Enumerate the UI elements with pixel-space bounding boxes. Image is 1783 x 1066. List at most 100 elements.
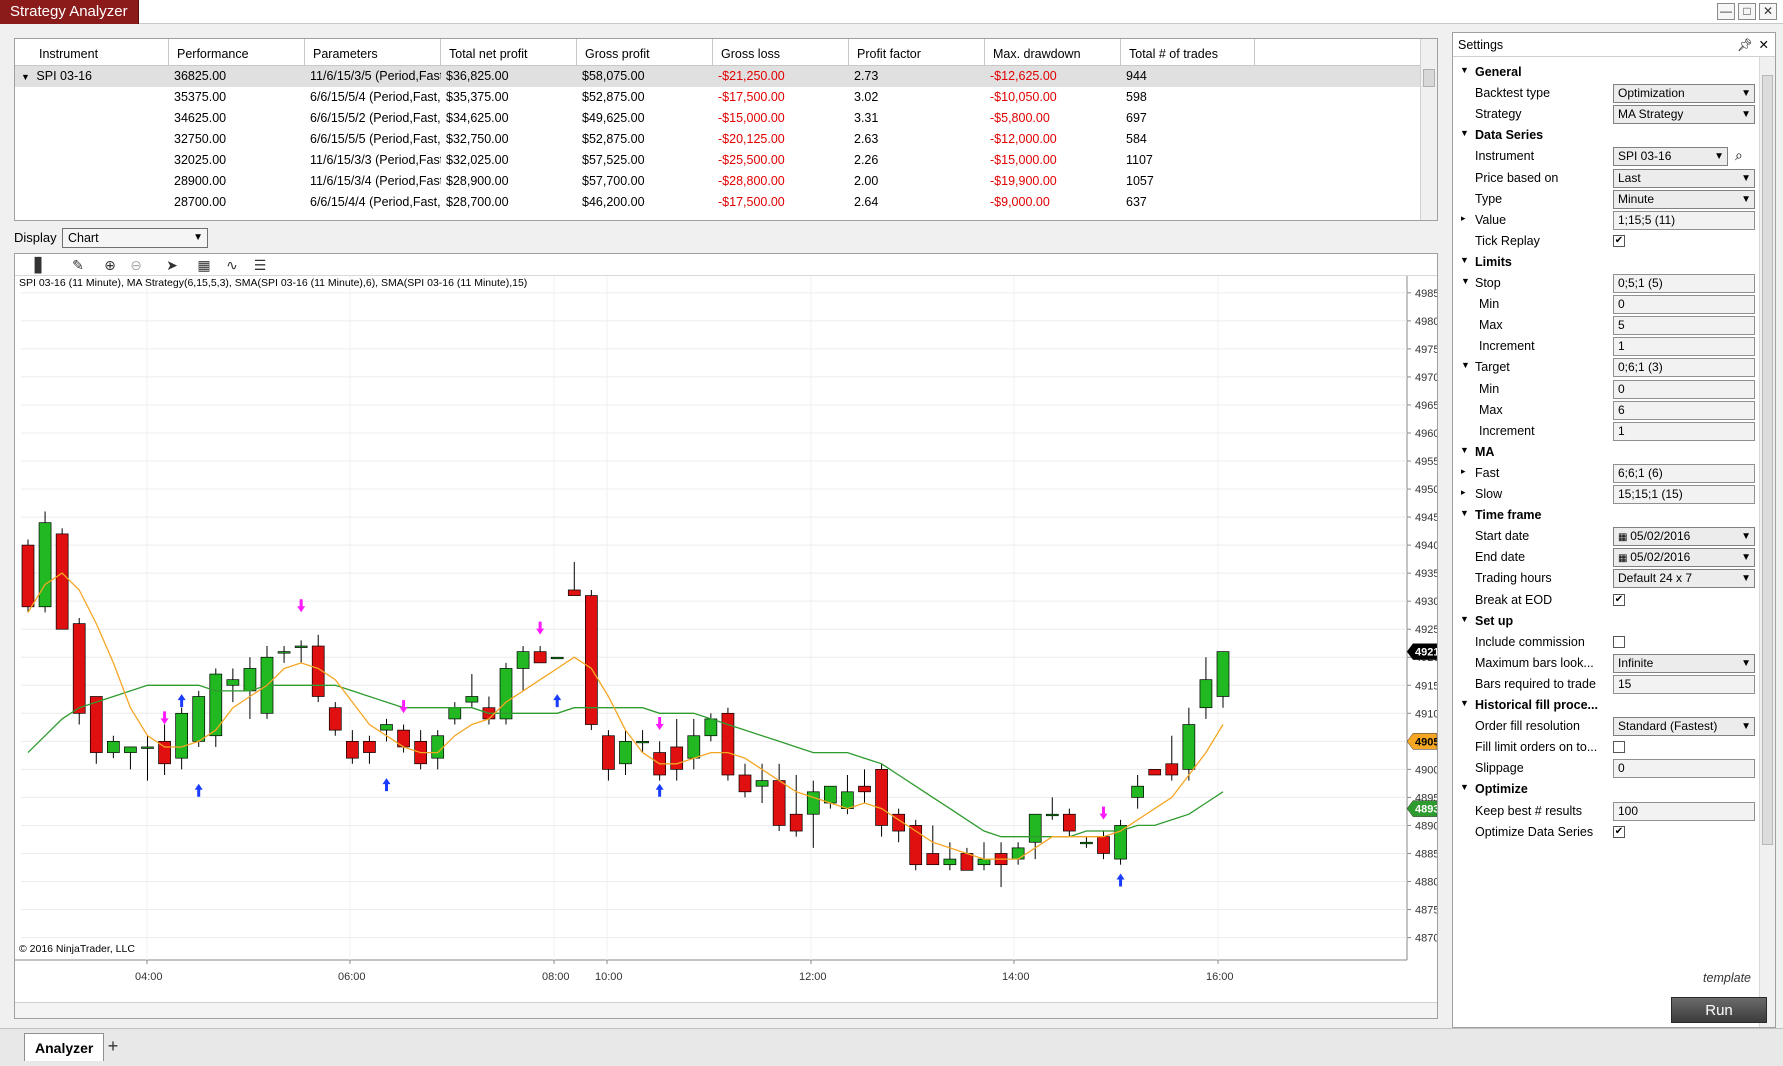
column-header[interactable]: Max. drawdown xyxy=(985,39,1121,66)
collapse-arrow-icon[interactable]: ▼ xyxy=(1460,613,1469,624)
slow-sma-marker-bg xyxy=(1406,800,1437,817)
table-row[interactable]: 34625.00 6/6/15/5/2 (Period,Fast,Slc $34,6… xyxy=(15,108,1437,129)
display-select[interactable]: Chart ▼ xyxy=(62,228,208,248)
collapse-arrow-icon[interactable]: ▼ xyxy=(1460,128,1469,139)
properties-list-icon[interactable]: ☰ xyxy=(253,257,267,273)
settings-input[interactable]: 15;15;1 (15) xyxy=(1613,485,1755,504)
table-cell: 28700.00 xyxy=(174,195,227,209)
collapse-arrow-icon[interactable]: ▼ xyxy=(1460,444,1469,455)
settings-section-label: Historical fill proce... xyxy=(1475,698,1598,712)
settings-select[interactable]: Minute ▼ xyxy=(1613,189,1755,209)
collapse-arrow-icon[interactable]: ▼ xyxy=(1460,782,1469,793)
settings-select[interactable]: Infinite ▼ xyxy=(1613,653,1755,673)
settings-input[interactable]: 1 xyxy=(1613,337,1755,357)
candle-up xyxy=(107,740,120,753)
collapse-arrow-icon[interactable]: ▼ xyxy=(1460,508,1469,519)
settings-input[interactable]: 6;6;1 (6) xyxy=(1613,463,1755,483)
expand-arrow-icon[interactable]: ▸ xyxy=(1461,487,1466,497)
settings-select[interactable]: SPI 03-16 ▼ xyxy=(1613,147,1728,167)
indicator-icon[interactable]: ∿ xyxy=(226,257,238,273)
grid-scroll-thumb[interactable] xyxy=(1423,69,1435,87)
column-header[interactable]: Gross loss xyxy=(713,39,849,66)
table-cell: -$15,000.00 xyxy=(990,153,1057,167)
settings-input[interactable]: 0;5;1 (5) xyxy=(1613,274,1755,293)
table-row[interactable]: 28900.00 11/6/15/3/4 (Period,Fast,Sl $28,9… xyxy=(15,171,1437,192)
add-tab-button[interactable]: + xyxy=(107,1036,119,1056)
settings-checkbox[interactable]: ✔ xyxy=(1613,234,1625,247)
pin-icon[interactable]: 📌︎ xyxy=(1737,38,1753,52)
search-icon[interactable]: ⌕ xyxy=(1735,147,1743,164)
candle-up xyxy=(841,791,854,809)
column-header[interactable]: Total # of trades xyxy=(1121,39,1255,66)
bar-type-icon[interactable]: ▋ xyxy=(34,257,46,273)
settings-input[interactable]: 100 xyxy=(1613,801,1755,821)
table-row[interactable]: 35375.00 6/6/15/5/4 (Period,Fast,Slc $35,3… xyxy=(15,87,1437,108)
settings-scroll-thumb[interactable] xyxy=(1762,75,1773,845)
settings-label: Start date xyxy=(1475,529,1530,544)
settings-row: Break at EOD ✔ xyxy=(1453,589,1757,613)
settings-input[interactable]: 0;6;1 (3) xyxy=(1613,358,1755,378)
expand-arrow-icon[interactable]: ▸ xyxy=(1461,465,1466,476)
date-picker[interactable]: ▦ 05/02/2016 ▼ xyxy=(1613,527,1755,547)
price-axis-label: 4930 xyxy=(1415,596,1437,608)
table-row[interactable]: 32750.00 6/6/15/5/5 (Period,Fast,Slc $32,7… xyxy=(15,129,1437,150)
chevron-down-icon: ▼ xyxy=(193,232,203,243)
template-link[interactable]: template xyxy=(1703,971,1751,985)
collapse-arrow-icon[interactable]: ▼ xyxy=(1461,276,1470,286)
settings-select[interactable]: Optimization ▼ xyxy=(1613,84,1755,104)
grid-scrollbar[interactable] xyxy=(1420,39,1437,220)
expand-arrow-icon[interactable]: ▸ xyxy=(1461,212,1466,223)
column-header[interactable]: Instrument xyxy=(15,39,169,66)
price-axis-label: 4885 xyxy=(1415,848,1437,860)
column-header[interactable]: Total net profit xyxy=(441,39,577,66)
settings-input[interactable]: 0 xyxy=(1613,759,1755,779)
zoom-in-icon[interactable]: ⊕ xyxy=(104,257,116,273)
collapse-arrow-icon[interactable]: ▼ xyxy=(1461,360,1470,371)
settings-input[interactable]: 15 xyxy=(1613,674,1755,694)
run-button[interactable]: Run xyxy=(1671,997,1767,1023)
table-row[interactable]: 28700.00 6/6/15/4/4 (Period,Fast,Slc $28,7… xyxy=(15,192,1437,213)
draw-pencil-icon[interactable]: ✎ xyxy=(72,257,84,273)
settings-input[interactable]: 1;15;5 (11) xyxy=(1613,210,1755,230)
close-button[interactable]: ✕ xyxy=(1759,3,1777,20)
settings-checkbox[interactable]: ✔ xyxy=(1613,825,1625,838)
column-header[interactable]: Parameters xyxy=(305,39,441,66)
settings-checkbox[interactable]: ✔ xyxy=(1613,593,1625,606)
collapse-arrow-icon[interactable]: ▼ xyxy=(1460,698,1469,708)
zoom-out-icon[interactable]: ⊖ xyxy=(130,257,142,273)
table-row[interactable]: 32025.00 11/6/15/3/3 (Period,Fast,Sl $32,0… xyxy=(15,150,1437,171)
collapse-arrow-icon[interactable]: ▼ xyxy=(1460,254,1469,265)
settings-select[interactable]: MA Strategy ▼ xyxy=(1613,105,1755,125)
date-picker[interactable]: ▦ 05/02/2016 ▼ xyxy=(1613,548,1755,568)
table-cell: $58,075.00 xyxy=(582,69,645,83)
settings-label: Order fill resolution xyxy=(1475,719,1580,734)
settings-checkbox[interactable] xyxy=(1613,635,1625,648)
cursor-pointer-icon[interactable]: ➤ xyxy=(166,257,178,273)
minimize-button[interactable]: — xyxy=(1717,3,1735,20)
price-chart[interactable]: 4985 4980 4975 4970 4965 4960 4955 4950 4945 4940… xyxy=(15,276,1437,1006)
settings-select[interactable]: Standard (Fastest) ▼ xyxy=(1613,717,1755,737)
chart-panel[interactable]: ▋ ✎ ⊕ ⊖ ➤ ▦ ∿ ☰ 4985 4980 4975 4970 4965 4960… xyxy=(14,253,1438,1019)
table-cell: 2.00 xyxy=(854,174,879,188)
settings-input[interactable]: 6 xyxy=(1613,400,1755,420)
settings-select[interactable]: Last ▼ xyxy=(1613,168,1755,188)
settings-checkbox[interactable] xyxy=(1613,741,1625,754)
column-header[interactable]: Profit factor xyxy=(849,39,985,66)
settings-scrollbar[interactable] xyxy=(1759,57,1775,1027)
tab-analyzer[interactable]: Analyzer xyxy=(24,1033,105,1061)
column-header[interactable]: Performance xyxy=(169,39,305,66)
settings-input[interactable]: 5 xyxy=(1613,316,1755,336)
maximize-button[interactable]: □ xyxy=(1738,3,1756,20)
settings-input[interactable]: 0 xyxy=(1613,379,1755,399)
chart-horizontal-scrollbar[interactable] xyxy=(15,1002,1437,1018)
close-icon[interactable]: ✕ xyxy=(1758,38,1769,52)
expand-arrow-icon[interactable]: ▼ xyxy=(21,72,33,82)
settings-label: Instrument xyxy=(1475,149,1535,164)
settings-select[interactable]: Default 24 x 7 ▼ xyxy=(1613,569,1755,589)
table-row[interactable]: ▼ SPI 03-16 36825.00 11/6/15/3/5 (Period,F… xyxy=(15,66,1437,87)
collapse-arrow-icon[interactable]: ▼ xyxy=(1460,65,1469,75)
data-box-icon[interactable]: ▦ xyxy=(197,257,211,273)
column-header[interactable]: Gross profit xyxy=(577,39,713,66)
settings-input[interactable]: 1 xyxy=(1613,421,1755,441)
settings-input[interactable]: 0 xyxy=(1613,295,1755,315)
